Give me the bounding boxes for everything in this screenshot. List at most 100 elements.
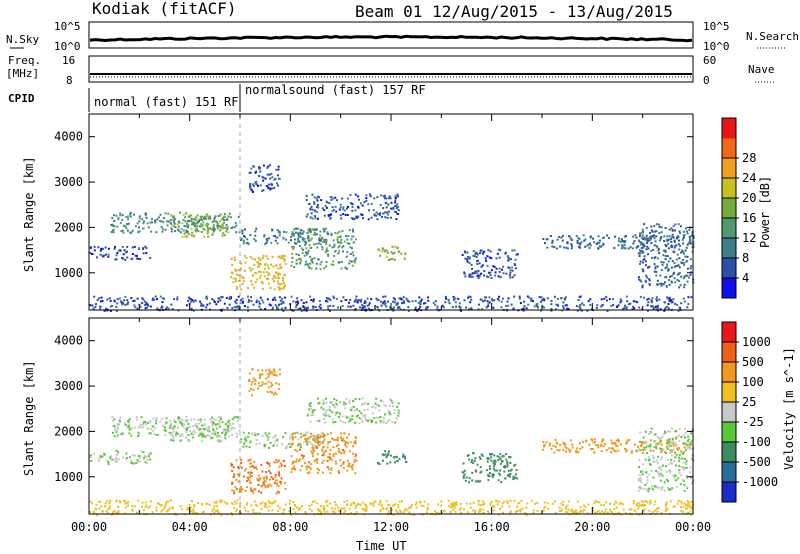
velocity-x-axis: 00:00 04:00 08:00 12:00 16:00 20:00 00:00 — [71, 318, 711, 534]
velocity-echo-region — [306, 397, 400, 425]
colorbar-swatch — [722, 322, 736, 343]
noise-panel: N.Sky 10^5 10^0 10^5 10^0 N.Search — [6, 20, 799, 53]
power-echo-region — [248, 164, 281, 193]
velocity-echoes — [89, 368, 695, 516]
velocity-plot-area — [89, 318, 693, 514]
colorbar-tick-label: 16 — [742, 211, 756, 225]
colorbar-swatch — [722, 178, 736, 199]
colorbar-swatch — [722, 462, 736, 483]
noise-left-label: N.Sky — [6, 33, 39, 46]
noise-sky-line — [89, 34, 693, 43]
colorbar-tick-label: 8 — [742, 251, 749, 265]
nave-label: Nave — [748, 63, 775, 76]
x-tick-label: 08:00 — [272, 520, 308, 534]
colorbar-tick-label: 500 — [742, 355, 764, 369]
power-echo-region — [377, 245, 407, 261]
power-echo-region — [461, 248, 519, 280]
colorbar-swatch — [722, 198, 736, 219]
colorbar-tick-label: -100 — [742, 435, 771, 449]
colorbar-swatch — [722, 382, 736, 403]
x-tick-label: 04:00 — [172, 520, 208, 534]
power-echo-region — [230, 254, 287, 291]
colorbar-tick-label: -25 — [742, 415, 764, 429]
noise-left-tick-bottom: 10^0 — [54, 40, 81, 53]
power-colorbar: 4 8 12 16 20 24 28 — [721, 117, 756, 299]
velocity-echo-region — [376, 450, 408, 465]
power-plot-area — [89, 114, 693, 310]
y-tick-label: 3000 — [54, 379, 83, 393]
freq-label-bottom: [MHz] — [6, 67, 39, 80]
colorbar-swatch — [722, 342, 736, 363]
velocity-echo-region — [248, 368, 281, 397]
x-tick-label: 00:00 — [675, 520, 711, 534]
x-tick-label: 16:00 — [474, 520, 510, 534]
velocity-echo-region — [461, 452, 519, 484]
nave-tick-bottom: 0 — [703, 74, 710, 87]
power-echo-region — [170, 213, 230, 238]
y-tick-label: 1000 — [54, 470, 83, 484]
freq-panel: Freq. [MHz] 16 8 60 0 Nave — [6, 54, 775, 87]
velocity-echo-region — [290, 432, 358, 475]
velocity-echo-region — [230, 458, 287, 495]
y-tick-label: 4000 — [54, 130, 83, 144]
colorbar-tick-label: 20 — [742, 191, 756, 205]
y-tick-label: 4000 — [54, 334, 83, 348]
velocity-panel: 1000 2000 3000 4000 00:00 04:00 08:00 12:00 16:… — [22, 317, 796, 553]
velocity-echo-region — [637, 427, 695, 493]
power-x-axis — [88, 114, 694, 310]
noise-right-tick-bottom: 10^0 — [703, 40, 730, 53]
x-tick-label: 00:00 — [71, 520, 107, 534]
freq-tick-top: 16 — [62, 54, 75, 67]
freq-tick-bottom: 8 — [66, 74, 73, 87]
cpid-panel: CPID normal (fast) 151 RF normalsound (f… — [8, 83, 426, 112]
cpid-label: CPID — [8, 92, 35, 105]
colorbar-swatch — [722, 118, 736, 139]
x-tick-label: 20:00 — [574, 520, 610, 534]
velocity-echo-region — [89, 499, 695, 516]
velocity-colorbar-label: Velocity [m s^-1] — [782, 347, 796, 470]
station-title: Kodiak (fitACF) — [92, 0, 237, 18]
colorbar-swatch — [722, 158, 736, 179]
velocity-echo-region — [542, 438, 695, 454]
colorbar-swatch — [722, 278, 736, 299]
colorbar-tick-label: 12 — [742, 231, 756, 245]
y-tick-label: 1000 — [54, 266, 83, 280]
noise-left-tick-top: 10^5 — [54, 20, 81, 33]
velocity-echo-region — [169, 418, 230, 443]
colorbar-swatch — [722, 138, 736, 159]
colorbar-swatch — [722, 258, 736, 279]
y-tick-label: 3000 — [54, 175, 83, 189]
colorbar-swatch — [722, 218, 736, 239]
colorbar-tick-label: 4 — [742, 271, 749, 285]
colorbar-tick-label: -1000 — [742, 475, 778, 489]
colorbar-tick-label: 100 — [742, 375, 764, 389]
beam-date-title: Beam 01 12/Aug/2015 - 13/Aug/2015 — [355, 2, 673, 21]
power-echo-region — [290, 227, 357, 271]
velocity-y-axis: 1000 2000 3000 4000 — [54, 334, 693, 484]
colorbar-tick-label: 1000 — [742, 335, 771, 349]
power-y-axis: 1000 2000 3000 4000 — [54, 130, 693, 280]
colorbar-tick-label: 25 — [742, 395, 756, 409]
power-echo-region — [89, 245, 152, 261]
colorbar-swatch — [722, 442, 736, 463]
colorbar-swatch — [722, 482, 736, 503]
time-axis-label: Time UT — [356, 539, 407, 553]
nave-tick-top: 60 — [703, 54, 716, 67]
colorbar-tick-label: 28 — [742, 151, 756, 165]
colorbar-tick-label: -500 — [742, 455, 771, 469]
velocity-ylabel: Slant Range [km] — [22, 360, 36, 476]
power-echoes — [89, 164, 695, 312]
y-tick-label: 2000 — [54, 424, 83, 438]
freq-label-top: Freq. — [8, 54, 41, 67]
colorbar-swatch — [722, 402, 736, 423]
noise-right-label: N.Search — [746, 30, 799, 43]
colorbar-swatch — [722, 422, 736, 443]
colorbar-swatch — [722, 238, 736, 259]
power-panel: 1000 2000 3000 4000 Slant Range [km] 4 8 12 16… — [22, 113, 772, 312]
cpid-segment-2: normalsound (fast) 157 RF — [245, 83, 426, 97]
colorbar-tick-label: 24 — [742, 171, 756, 185]
cpid-segment-1: normal (fast) 151 RF — [94, 95, 239, 109]
noise-right-tick-top: 10^5 — [703, 20, 730, 33]
power-colorbar-label: Power [dB] — [758, 176, 772, 248]
